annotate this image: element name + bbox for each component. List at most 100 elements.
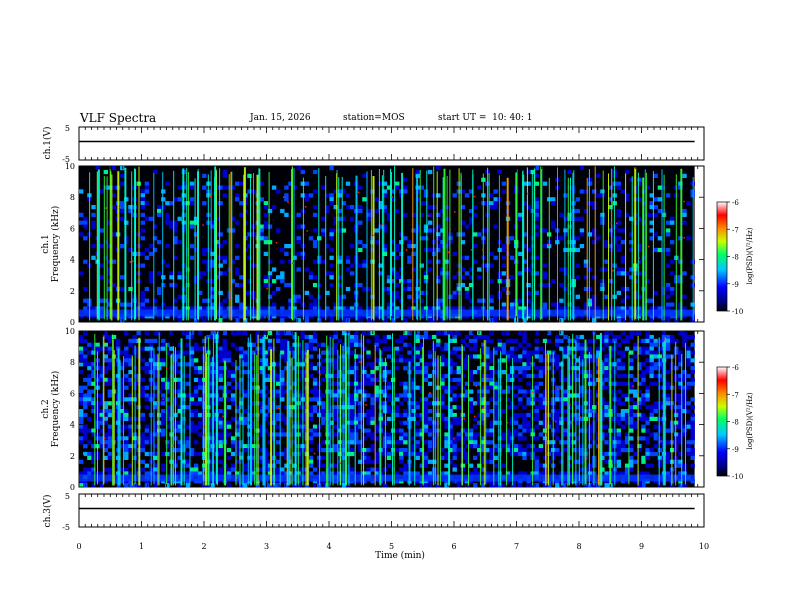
spectrogram-cell (271, 290, 277, 295)
spectrogram-cell (193, 451, 199, 457)
spectrogram-cell (575, 459, 580, 464)
spectrogram-cell (624, 338, 630, 343)
spectrogram-cell (148, 251, 154, 256)
spectrogram-cell (329, 412, 334, 418)
spectrogram-cell (308, 436, 314, 441)
spectrogram-cell (239, 440, 244, 445)
spectrogram-cell (267, 440, 273, 445)
spectrogram-cell (222, 185, 227, 190)
spectrogram-cell (538, 471, 544, 476)
spectrogram-cell (329, 232, 334, 237)
spectrogram-cell (120, 362, 125, 367)
spectrogram-cell (185, 436, 191, 441)
spectrogram-cell (189, 362, 195, 367)
spectrogram-cell (530, 350, 535, 355)
spectrogram-cell (682, 389, 687, 394)
spectrogram-cell (440, 385, 445, 390)
spectrogram-cell (202, 358, 207, 363)
spectrogram-cell (202, 401, 207, 406)
spectrogram-cell (292, 342, 297, 347)
spectrogram-cell (448, 350, 453, 355)
spectrogram-cell (452, 405, 457, 410)
sferic-streak (570, 177, 571, 321)
spectrogram-cell (427, 428, 433, 433)
sferic-streak (117, 171, 120, 321)
spectrogram-cell (202, 346, 207, 351)
spectrogram-cell (522, 244, 527, 249)
spectrogram-cell (407, 306, 412, 311)
spectrogram-cell (128, 432, 133, 437)
spectrogram-cell (312, 228, 318, 233)
spectrogram-cell (473, 416, 478, 421)
spectrogram-cell (682, 393, 687, 398)
spectrogram-cell (641, 459, 646, 464)
spectrogram-cell (230, 401, 236, 406)
spectrogram-cell (239, 389, 244, 394)
spectrogram-cell (624, 334, 630, 340)
spectrogram-cell (329, 201, 334, 206)
spectrogram-cell (140, 302, 145, 307)
spectrogram-cell (600, 216, 605, 221)
spectrogram-cell (468, 216, 474, 221)
spectrogram-cell (218, 444, 223, 449)
spectrogram-cell (415, 169, 420, 175)
spectrogram-cell (144, 255, 150, 260)
spectrogram-cell (645, 463, 650, 468)
spectrogram-cell (161, 342, 166, 347)
spectrogram-cell (571, 346, 576, 351)
spectrogram-cell (522, 451, 527, 457)
spectrogram-cell (440, 373, 445, 379)
spectrogram-cell (103, 416, 108, 421)
spectrogram-cell (440, 244, 445, 249)
spectrogram-cell (193, 467, 199, 472)
spectrogram-cell (686, 362, 691, 367)
spectrogram-cell (370, 412, 375, 418)
spectrogram-cell (99, 244, 104, 249)
spectrogram-cell (263, 428, 269, 433)
spectrogram-cell (235, 448, 240, 453)
spectrogram-cell (198, 401, 203, 406)
spectrogram-cell (103, 432, 108, 437)
spectrogram-cell (440, 271, 445, 276)
spectrogram-cell (411, 412, 416, 418)
spectrogram-cell (263, 451, 269, 457)
spectrogram-cell (657, 405, 663, 410)
spectrogram-cell (239, 381, 244, 386)
spectrogram-cell (682, 334, 687, 340)
spectrogram-cell (91, 362, 96, 367)
spectrogram-cell (386, 432, 392, 437)
spectrogram-speckle (287, 201, 289, 203)
spectrogram-cell (95, 346, 100, 351)
spectrogram-cell (657, 208, 663, 214)
spectrogram-cell (337, 228, 342, 233)
spectrogram-cell (276, 405, 281, 410)
spectrogram-cell (128, 208, 133, 214)
spectrogram-cell (546, 420, 552, 425)
spectrogram-cell (124, 354, 129, 359)
spectrogram-cell (452, 467, 457, 472)
spectrogram-cell (526, 169, 531, 175)
spectrogram-cell (473, 342, 478, 347)
sferic-streak (532, 355, 534, 486)
spectrogram-cell (165, 216, 170, 221)
spectrogram-cell (690, 366, 695, 371)
spectrogram-cell (678, 385, 683, 390)
spectrogram-cell (436, 298, 441, 303)
spectrogram-cell (247, 440, 252, 445)
spectrogram-cell (514, 420, 519, 425)
spectrogram-cell (230, 385, 236, 390)
spectrogram-cell (337, 283, 342, 288)
spectrogram-cell (534, 455, 539, 460)
spectrogram-cell (403, 381, 408, 386)
spectrogram-cell (538, 401, 544, 406)
spectrogram-cell (169, 306, 174, 311)
sferic-streak (572, 172, 574, 321)
spectrogram-cell (563, 354, 568, 359)
spectrogram-cell (497, 381, 502, 386)
spectrogram-cell (616, 244, 621, 249)
spectrogram-speckle (372, 234, 374, 237)
sferic-streak (458, 168, 460, 321)
sferic-streak (390, 168, 392, 321)
spectrogram-cell (555, 420, 560, 425)
